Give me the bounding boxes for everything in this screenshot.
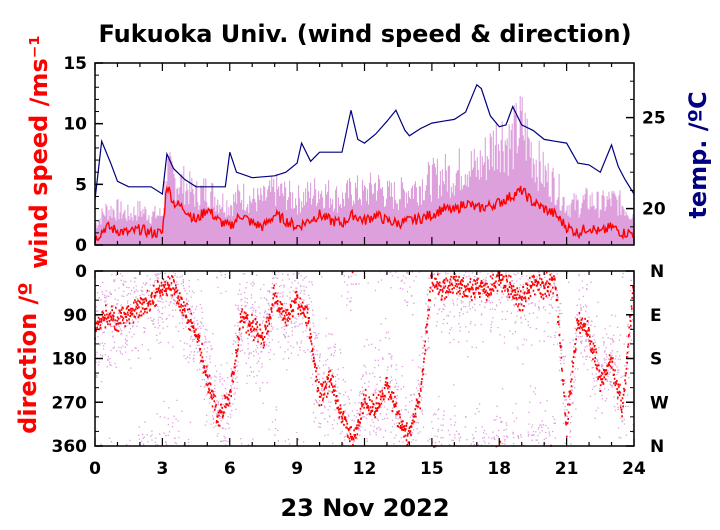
wind-speed-tick-label: 10 — [63, 115, 87, 135]
time-tick-label: 0 — [89, 459, 101, 479]
direction-mean-series — [94, 271, 635, 448]
direction-tick-label: 180 — [52, 350, 88, 370]
time-tick-label: 15 — [420, 459, 444, 479]
direction-tick-label: 0 — [75, 262, 87, 282]
direction-tick-label: 360 — [52, 437, 88, 457]
time-tick-label: 18 — [487, 459, 511, 479]
direction-raw-series — [95, 270, 636, 447]
compass-tick-label: W — [650, 393, 669, 413]
temperature-series — [94, 83, 635, 200]
time-tick-label: 24 — [622, 459, 646, 479]
time-tick-label: 9 — [291, 459, 303, 479]
wind-speed-mean-series — [94, 185, 635, 244]
direction-tick-label: 90 — [63, 306, 87, 326]
wind-speed-axis-label: wind speed /ms⁻¹ — [25, 35, 53, 269]
wind-speed-tick-label: 5 — [75, 175, 87, 195]
wind-direction-panel: 0 N 90 E 180 S 270 W 360 N 0 3 6 9 12 15 18 21 24 — [52, 262, 670, 479]
temperature-tick-label: 20 — [642, 200, 666, 220]
compass-tick-label: N — [650, 262, 664, 282]
time-tick-label: 3 — [156, 459, 168, 479]
wind-speed-tick-label: 15 — [63, 54, 87, 74]
temperature-axis-label: temp. /ºC — [684, 91, 712, 218]
time-tick-label: 6 — [224, 459, 236, 479]
compass-tick-label: S — [650, 350, 662, 370]
compass-tick-label: E — [650, 306, 662, 326]
x-axis-label: 23 Nov 2022 — [280, 494, 449, 522]
time-tick-label: 12 — [353, 459, 377, 479]
direction-axis-label: direction /º — [14, 282, 42, 434]
temperature-tick-label: 25 — [642, 109, 666, 129]
compass-tick-label: N — [650, 437, 664, 457]
wind-speed-panel: 0 5 10 15 20 25 — [63, 54, 666, 256]
wind-speed-tick-label: 0 — [75, 236, 87, 256]
chart-title: Fukuoka Univ. (wind speed & direction) — [98, 20, 631, 48]
direction-tick-label: 270 — [52, 393, 88, 413]
time-tick-label: 21 — [555, 459, 579, 479]
